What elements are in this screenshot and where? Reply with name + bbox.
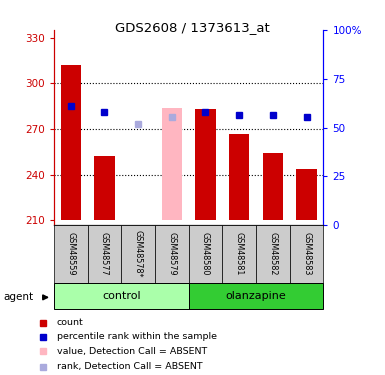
Text: GSM48580: GSM48580 <box>201 232 210 276</box>
Text: GSM48583: GSM48583 <box>302 232 311 276</box>
Text: GSM48581: GSM48581 <box>235 232 244 276</box>
Text: olanzapine: olanzapine <box>226 291 286 301</box>
Bar <box>189 283 323 309</box>
Bar <box>256 225 290 283</box>
Text: GSM48578*: GSM48578* <box>134 230 142 278</box>
Bar <box>189 225 223 283</box>
Text: count: count <box>57 318 84 327</box>
Bar <box>94 156 115 220</box>
Bar <box>196 109 216 220</box>
Bar <box>223 225 256 283</box>
Text: GSM48559: GSM48559 <box>66 232 75 276</box>
Text: GDS2608 / 1373613_at: GDS2608 / 1373613_at <box>115 21 270 34</box>
Bar <box>229 134 249 220</box>
Text: GSM48579: GSM48579 <box>167 232 176 276</box>
Bar <box>296 169 316 220</box>
Text: control: control <box>102 291 141 301</box>
Text: rank, Detection Call = ABSENT: rank, Detection Call = ABSENT <box>57 362 203 371</box>
Bar <box>88 225 121 283</box>
Bar <box>155 225 189 283</box>
Bar <box>263 153 283 220</box>
Text: value, Detection Call = ABSENT: value, Detection Call = ABSENT <box>57 347 207 356</box>
Text: GSM48577: GSM48577 <box>100 232 109 276</box>
Bar <box>121 225 155 283</box>
Bar <box>54 225 88 283</box>
Bar <box>162 108 182 220</box>
Text: percentile rank within the sample: percentile rank within the sample <box>57 332 217 341</box>
Bar <box>61 65 81 220</box>
Text: GSM48582: GSM48582 <box>268 232 277 276</box>
Bar <box>290 225 323 283</box>
Text: agent: agent <box>4 292 34 302</box>
Bar <box>54 283 189 309</box>
